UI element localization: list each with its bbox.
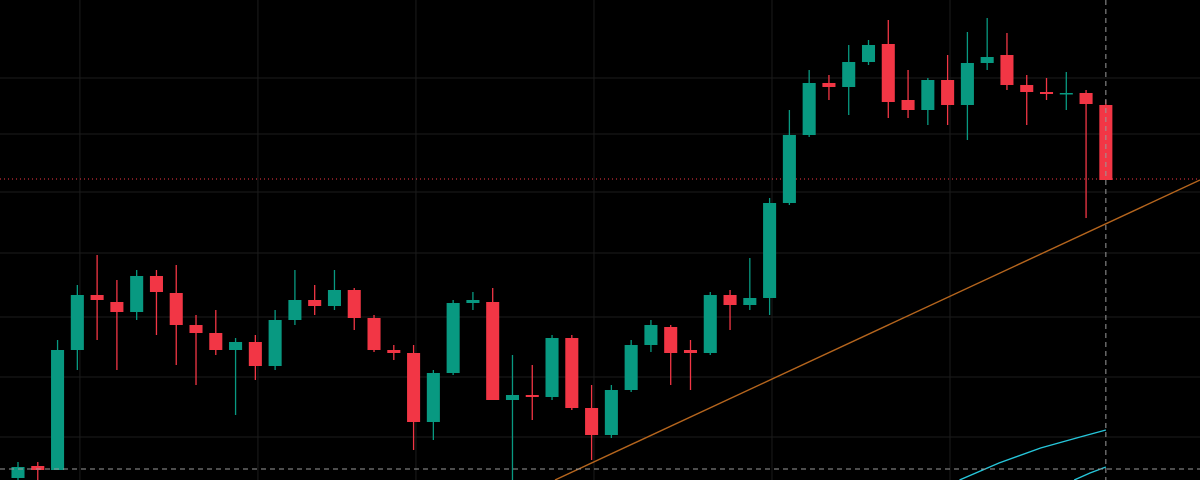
candle-body (921, 80, 935, 110)
candle-body (347, 290, 361, 318)
candle-body (1079, 93, 1093, 104)
candle-body (565, 338, 579, 408)
candle-body (327, 290, 341, 306)
candle-body (743, 298, 757, 305)
candle-body (486, 302, 500, 400)
candle-body (466, 300, 480, 303)
candle-body (110, 302, 124, 312)
candle-body (229, 342, 243, 350)
candle-body (189, 325, 203, 333)
candle-body (1039, 92, 1054, 94)
candle-body (1059, 93, 1073, 95)
candle-body (624, 345, 638, 390)
candle-body (1020, 85, 1034, 92)
candle-body (1099, 105, 1113, 180)
candle-body (90, 295, 104, 300)
candle-body (604, 390, 618, 435)
candle-body (268, 320, 282, 366)
candle-body (901, 100, 915, 110)
candle-body (1000, 55, 1014, 85)
candle-body (822, 83, 836, 87)
candle-body (308, 300, 322, 306)
candle-body (644, 325, 658, 345)
candle-body (31, 466, 45, 470)
candle-body (130, 276, 144, 312)
candle-body (149, 276, 163, 292)
candle-body (723, 295, 737, 305)
candle-body (782, 135, 796, 203)
candle-body (842, 62, 856, 87)
candle-body (861, 45, 876, 62)
candle-body (881, 44, 895, 102)
candle-body (11, 467, 25, 478)
candle-body (367, 318, 381, 350)
candle-body (703, 295, 717, 353)
candle-body (446, 303, 460, 373)
candle-body (664, 327, 678, 353)
candle-body (683, 350, 698, 353)
indicator-line (554, 179, 1200, 480)
candle-body (209, 333, 223, 350)
candle-body (960, 63, 974, 105)
candle-body (802, 83, 816, 135)
candle-body (387, 350, 401, 353)
candle-body (941, 80, 955, 105)
candle-body (525, 395, 539, 397)
candle-body (248, 342, 262, 366)
candle-body (763, 203, 777, 298)
candle-body (426, 373, 440, 422)
candle-body (51, 350, 65, 470)
candle-body (505, 395, 520, 400)
candle-body (585, 408, 599, 435)
candle-body (545, 338, 559, 397)
candle-body (288, 300, 302, 320)
candle-body (980, 57, 994, 63)
candle-body (70, 295, 84, 350)
candle-body (407, 353, 421, 422)
candle-body (169, 293, 183, 325)
